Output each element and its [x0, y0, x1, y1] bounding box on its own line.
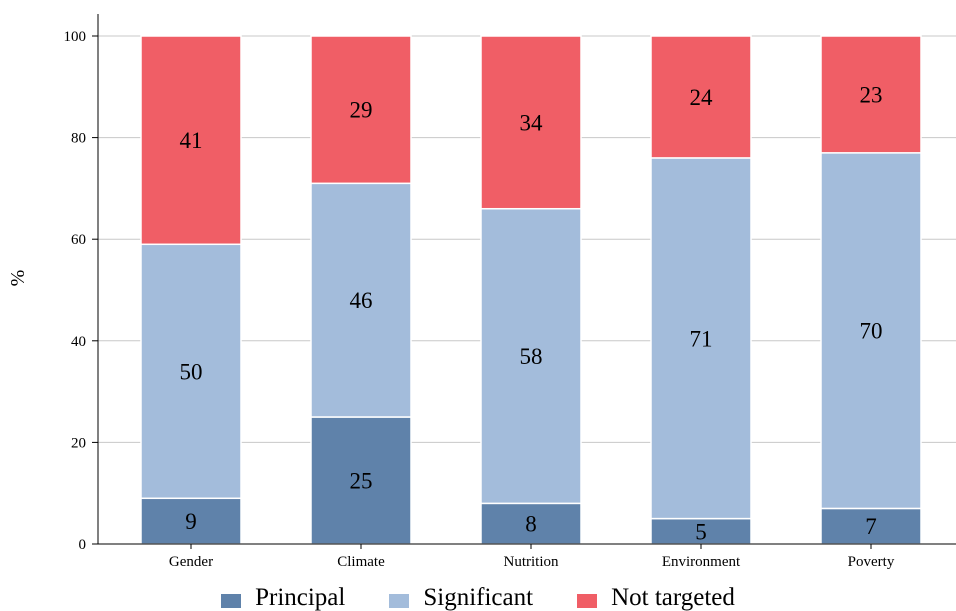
x-tick-label: Gender: [169, 554, 213, 570]
data-label: 29: [350, 98, 373, 123]
y-axis-label: %: [7, 270, 29, 287]
y-tick-label: 0: [79, 537, 87, 553]
data-label: 25: [350, 469, 373, 494]
legend: Principal Significant Not targeted: [0, 582, 956, 610]
y-tick-label: 100: [64, 29, 87, 45]
y-tick-label: 20: [71, 435, 86, 451]
data-label: 8: [525, 512, 537, 537]
data-label: 5: [695, 519, 707, 544]
legend-label: Not targeted: [611, 585, 735, 610]
legend-label: Principal: [255, 585, 345, 610]
x-tick-label: Poverty: [848, 554, 895, 570]
data-label: 50: [180, 359, 203, 384]
data-label: 7: [865, 514, 877, 539]
legend-item: Not targeted: [577, 585, 735, 610]
data-label: 9: [185, 509, 197, 534]
data-label: 41: [180, 128, 203, 153]
y-tick-label: 40: [71, 334, 86, 350]
legend-swatch: [221, 594, 241, 608]
data-label: 34: [520, 110, 544, 135]
data-label: 71: [690, 326, 713, 351]
legend-item: Principal: [221, 585, 345, 610]
data-label: 24: [690, 85, 714, 110]
data-label: 70: [860, 319, 883, 344]
data-label: 23: [860, 82, 883, 107]
legend-swatch: [577, 594, 597, 608]
legend-label: Significant: [423, 585, 533, 610]
x-tick-label: Environment: [662, 554, 741, 570]
x-tick-label: Climate: [337, 554, 385, 570]
y-tick-label: 80: [71, 131, 86, 147]
legend-swatch: [389, 594, 409, 608]
x-tick-label: Nutrition: [504, 554, 559, 570]
y-tick-label: 60: [71, 232, 86, 248]
data-label: 46: [350, 288, 373, 313]
data-label: 58: [520, 344, 543, 369]
legend-item: Significant: [389, 585, 533, 610]
